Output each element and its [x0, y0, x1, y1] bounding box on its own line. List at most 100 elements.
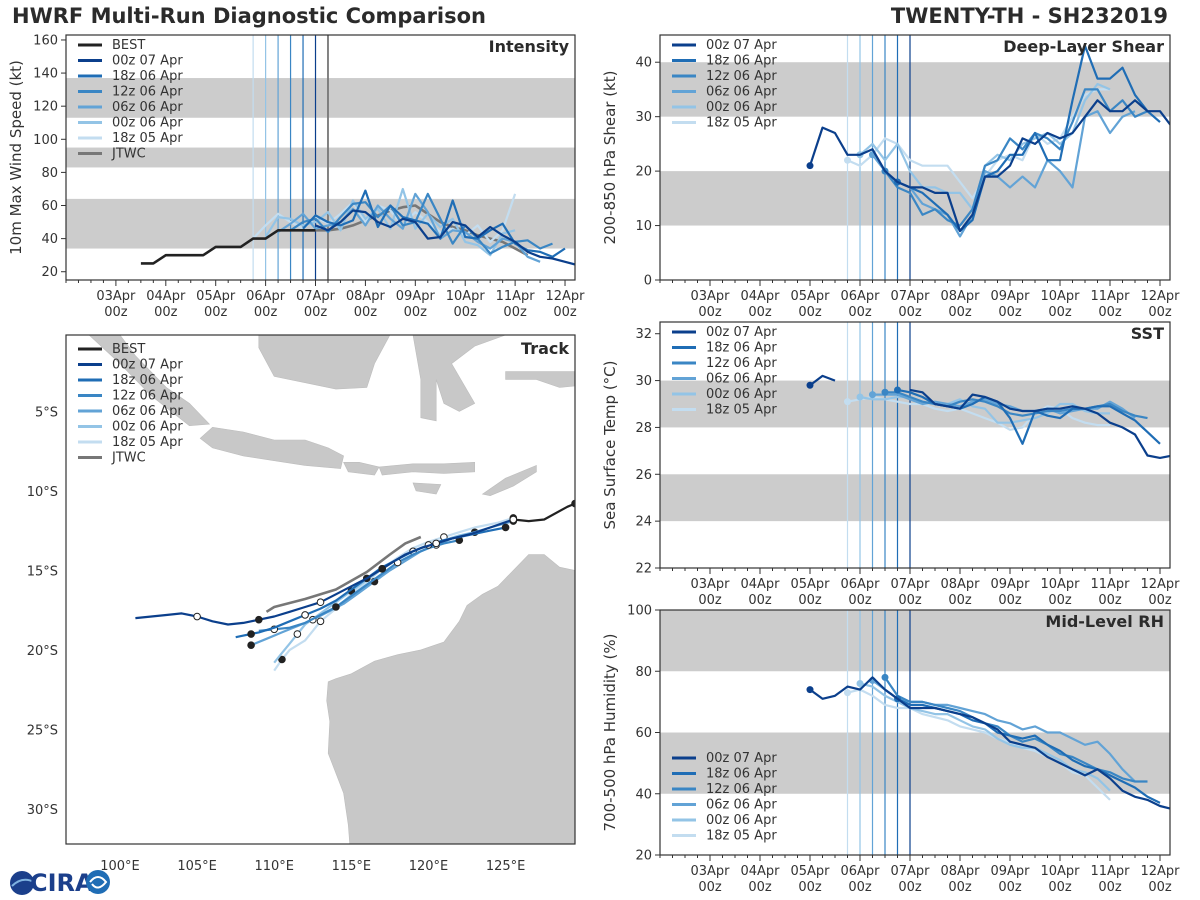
intensity-xtick-label: 12Apr: [545, 289, 585, 304]
track-legend-label-00z-06-apr: 00z 06 Apr: [112, 420, 183, 435]
track-series-best: [509, 499, 575, 524]
shear-frame: [659, 34, 1171, 281]
rh-xtick-sublabel: 00z: [998, 880, 1022, 895]
sst-xtick-label: 05Apr: [790, 577, 830, 592]
shear-xtick-sublabel: 00z: [1048, 305, 1072, 320]
intensity-series-best: [140, 229, 316, 265]
intensity-xtick-sublabel: 00z: [553, 305, 577, 320]
shear-legend-label-06z-06-apr: 06z 06 Apr: [706, 85, 777, 100]
rh-xtick-sublabel: 00z: [898, 880, 922, 895]
track-lat-label: 30°S: [27, 803, 58, 818]
shear-xtick-sublabel: 00z: [898, 305, 922, 320]
sst-init-marker-18z-06-apr: [894, 386, 901, 394]
track-legend-label-best: BEST: [112, 342, 145, 357]
cira-logo: CIRA: [10, 869, 110, 897]
shear-ytick-label: 20: [635, 165, 652, 180]
sst-xtick-label: 10Apr: [1040, 577, 1080, 592]
shear-xtick-label: 06Apr: [840, 289, 880, 304]
shear-ytick-label: 10: [635, 219, 652, 234]
sst-ytick-label: 32: [635, 327, 652, 342]
sst-legend-label-12z-06-apr: 12z 06 Apr: [706, 356, 777, 371]
track-legend-label-06z-06-apr: 06z 06 Apr: [112, 404, 183, 419]
rh-legend-label-18z-05-apr: 18z 05 Apr: [706, 829, 777, 844]
sst-panel: 22242628303203Apr00z04Apr00z05Apr00z06Ap…: [601, 321, 1180, 608]
sst-line-00z-07-apr: [909, 388, 1170, 459]
intensity-ytick-label: 80: [41, 166, 58, 181]
sst-ylabel: Sea Surface Temp (°C): [601, 360, 619, 529]
sst-xtick-label: 08Apr: [940, 577, 980, 592]
track-point-18z-06-apr: [247, 630, 255, 638]
rh-xtick-label: 08Apr: [940, 864, 980, 879]
sst-init-marker-00z-07-apr: [806, 381, 814, 389]
track-lat-label: 10°S: [27, 485, 58, 500]
rh-xtick-label: 10Apr: [1040, 864, 1080, 879]
track-point-18z-06-apr: [501, 523, 510, 532]
rh-init-marker-00z-07-apr: [806, 686, 814, 694]
track-legend-label-00z-07-apr: 00z 07 Apr: [112, 358, 183, 373]
track-line-jtwc: [265, 535, 422, 613]
rh-init-marker-00z-06-apr: [856, 680, 864, 687]
intensity-xtick-label: 08Apr: [346, 289, 386, 304]
intensity-xtick-sublabel: 00z: [304, 305, 328, 320]
track-panel: 100°E 105°E 110°E 115°E 120°E 125°E 5°S 10°S 15°…: [27, 334, 576, 874]
track-lon-label: 105°E: [177, 859, 217, 874]
rh-xtick-label: 06Apr: [840, 864, 880, 879]
rh-xtick-label: 11Apr: [1090, 864, 1130, 879]
shear-xtick-label: 08Apr: [940, 289, 980, 304]
shear-legend-label-00z-06-apr: 00z 06 Apr: [706, 100, 777, 115]
rh-line-12z-06-apr: [884, 676, 1148, 783]
intensity-legend-label-06z-06-apr: 06z 06 Apr: [112, 100, 183, 115]
track-frame: [65, 334, 576, 845]
shear-legend-label-18z-05-apr: 18z 05 Apr: [706, 116, 777, 131]
sst-xtick-sublabel: 00z: [898, 593, 922, 608]
track-series-jtwc: [265, 535, 422, 613]
track-legend-label-jtwc: JTWC: [111, 451, 146, 466]
rh-line-18z-05-apr: [847, 688, 1111, 801]
track-point-00z-07-apr: [378, 565, 386, 573]
track-lon-label: 125°E: [486, 859, 526, 874]
track-point-00z-07-apr: [432, 539, 440, 548]
land-bali-lombok: [343, 461, 380, 476]
shear-legend-label-12z-06-apr: 12z 06 Apr: [706, 69, 777, 84]
intensity-ytick-label: 140: [33, 67, 58, 82]
sst-title: SST: [1131, 324, 1164, 343]
rh-legend-label-12z-06-apr: 12z 06 Apr: [706, 782, 777, 797]
sst-init-marker-18z-05-apr: [844, 398, 851, 406]
shear-xtick-label: 04Apr: [740, 289, 780, 304]
sst-legend-label-00z-07-apr: 00z 07 Apr: [706, 325, 777, 340]
intensity-ytick-label: 60: [41, 199, 58, 214]
shear-xtick-sublabel: 00z: [998, 305, 1022, 320]
sst-init-marker-06z-06-apr: [869, 391, 876, 399]
rh-ytick-label: 40: [635, 787, 652, 802]
intensity-ytick-label: 20: [41, 265, 58, 280]
intensity-series-00z-07-apr: [315, 209, 575, 266]
sst-ytick-label: 22: [635, 562, 652, 577]
shear-ytick-label: 0: [644, 274, 652, 289]
track-title: Track: [521, 339, 569, 358]
sst-xtick-label: 06Apr: [840, 577, 880, 592]
shear-xtick-label: 11Apr: [1090, 289, 1130, 304]
land-borneo: [258, 335, 391, 390]
track-legend-label-12z-06-apr: 12z 06 Apr: [112, 389, 183, 404]
land-timor: [481, 464, 537, 497]
intensity-xtick-label: 06Apr: [246, 289, 286, 304]
track-point-00z-07-apr: [193, 612, 201, 621]
land-sumba: [412, 482, 442, 495]
land-sumatra: [66, 335, 211, 427]
shear-line-12z-06-apr: [884, 88, 1148, 227]
track-lat-label: 15°S: [27, 564, 58, 579]
intensity-legend-label-18z-06-apr: 18z 06 Apr: [112, 69, 183, 84]
track-point-00z-07-apr: [316, 598, 325, 607]
intensity-xtick-sublabel: 00z: [354, 305, 378, 320]
intensity-xtick-label: 09Apr: [396, 289, 436, 304]
sst-frame: [659, 321, 1171, 569]
track-lon-label: 120°E: [409, 859, 449, 874]
shear-panel: 01020304003Apr00z04Apr00z05Apr00z06Apr00…: [601, 34, 1180, 320]
intensity-xtick-label: 03Apr: [96, 289, 136, 304]
shear-legend-label-18z-06-apr: 18z 06 Apr: [706, 54, 777, 69]
sst-xtick-sublabel: 00z: [1098, 593, 1122, 608]
shear-xtick-label: 09Apr: [990, 289, 1030, 304]
